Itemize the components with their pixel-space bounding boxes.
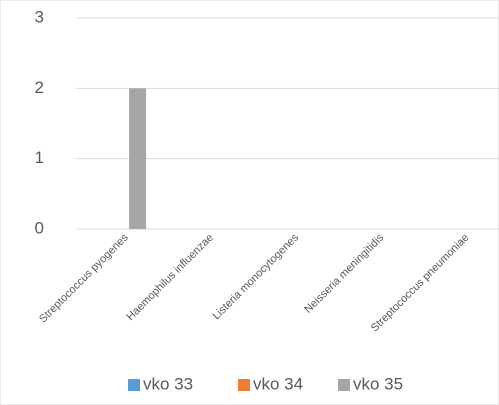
legend-swatch-vko-33 [128, 379, 140, 391]
y-axis-ticks: 0 1 2 3 [35, 7, 44, 237]
y-tick-label: 3 [35, 7, 44, 26]
y-tick-label: 1 [35, 148, 44, 167]
legend-swatch-vko-34 [238, 379, 250, 391]
legend: vko 33 vko 34 vko 35 [128, 374, 403, 393]
legend-swatch-vko-35 [338, 379, 350, 391]
y-tick-label: 2 [35, 78, 44, 97]
bars [129, 88, 147, 229]
bar-vko-35-0 [129, 88, 147, 229]
legend-label: vko 33 [143, 374, 193, 393]
legend-label: vko 34 [253, 374, 303, 393]
gridlines [76, 17, 499, 230]
legend-label: vko 35 [353, 374, 403, 393]
y-tick-label: 0 [35, 218, 44, 237]
